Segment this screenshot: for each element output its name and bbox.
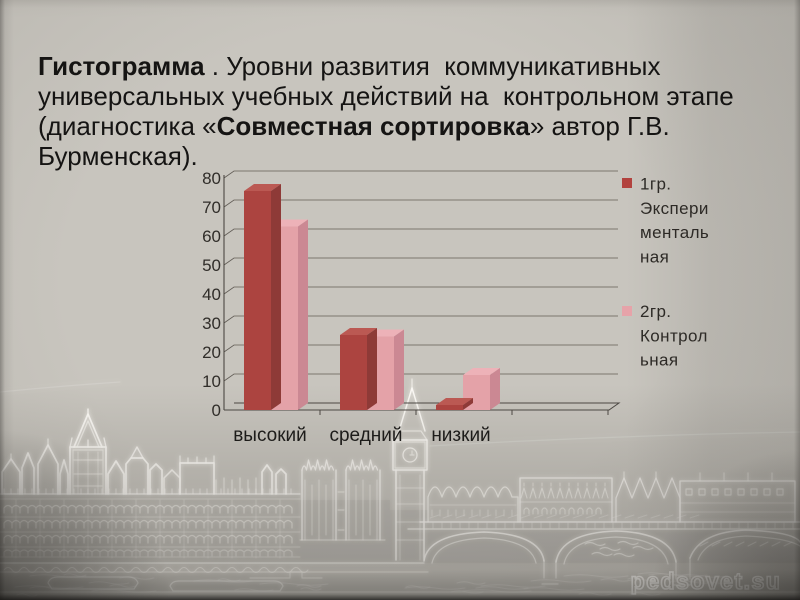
svg-text:средний: средний	[329, 425, 402, 446]
svg-text:0: 0	[212, 401, 221, 420]
svg-text:ная: ная	[640, 247, 669, 266]
svg-text:20: 20	[202, 343, 221, 362]
svg-text:60: 60	[202, 227, 221, 246]
svg-text:50: 50	[202, 256, 221, 275]
svg-text:Экспери: Экспери	[640, 199, 709, 218]
svg-text:высокий: высокий	[233, 425, 307, 446]
svg-text:2гр.: 2гр.	[640, 302, 671, 321]
svg-text:70: 70	[202, 198, 221, 217]
svg-text:10: 10	[202, 372, 221, 391]
svg-text:80: 80	[202, 169, 221, 188]
svg-text:менталь: менталь	[640, 223, 709, 242]
svg-text:низкий: низкий	[431, 425, 490, 446]
svg-text:Контрол: Контрол	[640, 326, 708, 345]
svg-text:40: 40	[202, 285, 221, 304]
svg-text:30: 30	[202, 314, 221, 333]
svg-text:ьная: ьная	[640, 351, 679, 370]
svg-text:1гр.: 1гр.	[640, 175, 671, 194]
